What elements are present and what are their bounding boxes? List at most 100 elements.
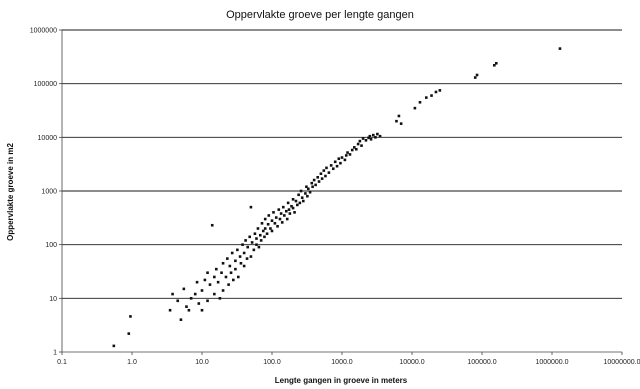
data-point xyxy=(272,211,275,214)
data-point xyxy=(324,174,327,178)
data-point xyxy=(299,189,303,193)
data-point xyxy=(344,154,348,157)
y-tick-label: 1000000 xyxy=(30,28,57,35)
data-point xyxy=(278,217,282,221)
data-point xyxy=(291,198,295,201)
data-point xyxy=(226,257,229,260)
data-point xyxy=(256,227,260,230)
data-point xyxy=(293,211,296,214)
data-point xyxy=(250,241,254,244)
data-point xyxy=(367,136,370,140)
data-point xyxy=(361,137,365,140)
data-point xyxy=(255,243,258,246)
data-point xyxy=(277,208,281,211)
data-point xyxy=(319,172,323,176)
data-point xyxy=(242,251,246,255)
data-point xyxy=(372,133,375,137)
data-point xyxy=(364,139,368,142)
data-point xyxy=(229,271,233,275)
data-point xyxy=(228,264,232,268)
data-point xyxy=(337,157,341,160)
y-tick-label: 100000 xyxy=(34,81,57,88)
data-point xyxy=(374,136,377,139)
data-point xyxy=(279,212,283,215)
x-tick-label: 1.0 xyxy=(127,359,137,366)
data-point xyxy=(227,283,230,286)
data-point xyxy=(221,289,225,292)
data-point xyxy=(310,181,314,185)
data-point xyxy=(369,137,373,141)
data-point xyxy=(285,217,289,221)
axes xyxy=(59,29,623,355)
data-point xyxy=(263,227,267,230)
data-point xyxy=(343,158,347,162)
data-point xyxy=(255,237,258,240)
data-point xyxy=(304,192,307,195)
data-point xyxy=(280,221,284,224)
data-point xyxy=(395,119,398,123)
data-point xyxy=(493,63,496,67)
data-point xyxy=(253,232,257,236)
data-point xyxy=(263,235,266,239)
data-point xyxy=(187,308,191,312)
data-point xyxy=(331,167,335,171)
data-point xyxy=(176,299,180,303)
data-point xyxy=(171,292,174,296)
data-point xyxy=(434,90,438,94)
data-point xyxy=(276,224,279,228)
data-point xyxy=(494,61,498,65)
data-point xyxy=(306,187,310,191)
y-tick-label: 10000 xyxy=(38,135,58,142)
data-point xyxy=(216,280,220,284)
data-point xyxy=(302,199,305,203)
data-point xyxy=(298,201,302,205)
data-point xyxy=(189,297,193,300)
x-tick-label: 1000.0 xyxy=(331,359,353,366)
data-point xyxy=(273,222,277,225)
data-point xyxy=(376,132,379,136)
data-point xyxy=(246,245,250,249)
data-point xyxy=(475,73,479,77)
data-point xyxy=(356,142,360,146)
data-point xyxy=(296,203,299,207)
data-point xyxy=(260,222,264,225)
data-point xyxy=(418,100,422,104)
x-tick-labels: 0.1 1.0 10.0 100.0 1000.0 10000.0 100000.0 1000… xyxy=(57,359,640,366)
data-point xyxy=(193,292,197,296)
data-point xyxy=(241,243,244,246)
data-point xyxy=(263,217,267,221)
data-point xyxy=(300,196,304,200)
data-point xyxy=(297,193,300,197)
data-point xyxy=(195,280,199,284)
x-tick-label: 1000000.0 xyxy=(535,359,568,366)
data-point xyxy=(286,201,290,205)
data-point xyxy=(339,161,342,165)
data-point xyxy=(245,257,249,260)
data-point xyxy=(438,89,442,92)
data-point xyxy=(399,122,403,125)
x-tick-label: 0.1 xyxy=(57,359,67,366)
data-point xyxy=(294,199,298,203)
data-point xyxy=(340,156,344,159)
data-point xyxy=(200,289,204,292)
data-point xyxy=(242,264,246,268)
y-tick-label: 10 xyxy=(49,296,57,303)
y-tick-label: 1 xyxy=(53,350,57,357)
data-point xyxy=(413,106,417,110)
data-point xyxy=(424,96,428,99)
data-point xyxy=(244,239,247,242)
data-points xyxy=(112,47,562,348)
data-point xyxy=(305,185,308,189)
data-point xyxy=(249,205,253,209)
data-point xyxy=(353,146,356,149)
data-point xyxy=(350,148,354,152)
data-point xyxy=(322,169,326,172)
data-point xyxy=(252,248,256,252)
gridlines xyxy=(62,29,622,299)
data-point xyxy=(267,214,271,217)
y-tick-labels: 1 10 100 1000 10000 100000 1000000 xyxy=(30,28,57,357)
data-point xyxy=(248,235,251,239)
data-point xyxy=(333,160,337,164)
data-point xyxy=(430,94,433,97)
data-point xyxy=(348,153,352,156)
